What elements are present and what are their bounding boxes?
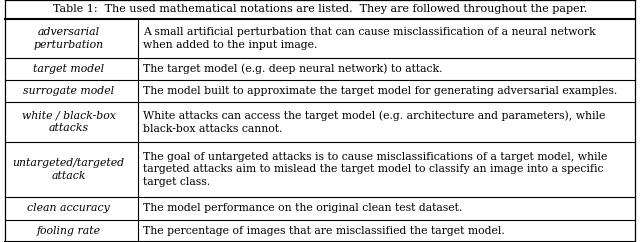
Text: The model performance on the original clean test dataset.: The model performance on the original cl… — [143, 204, 462, 213]
Text: The target model (e.g. deep neural network) to attack.: The target model (e.g. deep neural netwo… — [143, 64, 442, 74]
Text: The model built to approximate the target model for generating adversarial examp: The model built to approximate the targe… — [143, 86, 617, 96]
Text: adversarial
perturbation: adversarial perturbation — [34, 27, 104, 50]
Text: The percentage of images that are misclassified the target model.: The percentage of images that are miscla… — [143, 226, 504, 236]
Text: untargeted/targeted
attack: untargeted/targeted attack — [13, 158, 125, 181]
Text: The goal of untargeted attacks is to cause misclassifications of a target model,: The goal of untargeted attacks is to cau… — [143, 151, 607, 187]
Text: target model: target model — [33, 64, 104, 74]
Text: white / black-box
attacks: white / black-box attacks — [22, 111, 116, 133]
Text: White attacks can access the target model (e.g. architecture and parameters), wh: White attacks can access the target mode… — [143, 110, 605, 134]
Text: clean accuracy: clean accuracy — [28, 204, 110, 213]
Text: Table 1:  The used mathematical notations are listed.  They are followed through: Table 1: The used mathematical notations… — [53, 4, 587, 14]
Text: fooling rate: fooling rate — [36, 226, 101, 236]
Text: surrogate model: surrogate model — [23, 86, 115, 96]
Text: A small artificial perturbation that can cause misclassification of a neural net: A small artificial perturbation that can… — [143, 27, 595, 50]
